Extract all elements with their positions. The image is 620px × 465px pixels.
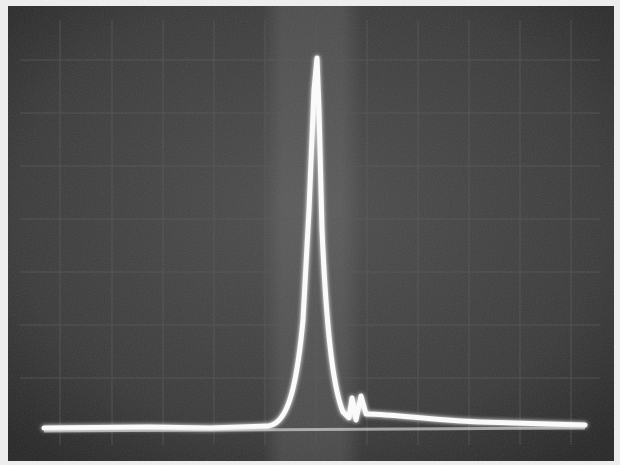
baseline-glow [43, 426, 586, 433]
graticule [20, 20, 600, 445]
signal-trace [41, 55, 588, 431]
film-grain [8, 6, 614, 461]
